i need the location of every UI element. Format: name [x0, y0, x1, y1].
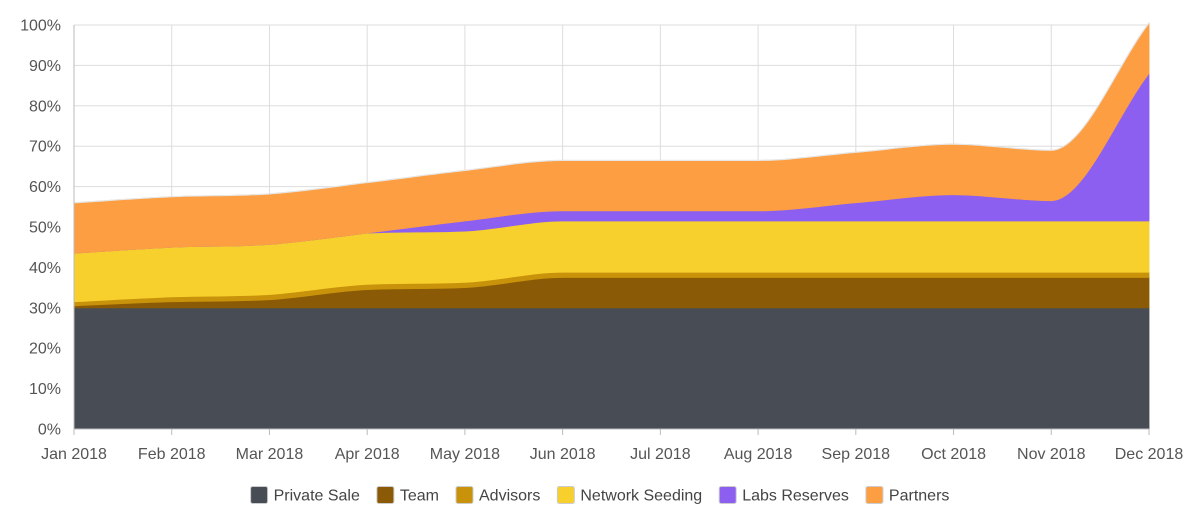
- y-tick-label: 20%: [29, 341, 61, 358]
- y-tick-label: 10%: [29, 381, 61, 398]
- legend-swatch: [250, 486, 269, 504]
- legend-item-labs-reserves[interactable]: Labs Reserves: [718, 486, 849, 505]
- legend: Private Sale Team Advisors Network Seeding L…: [250, 486, 949, 505]
- area-private-sale[interactable]: [73, 307, 1150, 430]
- legend-label: Labs Reserves: [742, 488, 849, 505]
- legend-label: Advisors: [479, 488, 540, 505]
- legend-swatch: [556, 486, 575, 504]
- x-tick-label: Sep 2018: [822, 446, 891, 463]
- legend-label: Private Sale: [274, 488, 360, 505]
- x-tick-label: Jul 2018: [630, 446, 691, 463]
- x-tick-label: Mar 2018: [236, 446, 304, 463]
- legend-swatch: [718, 486, 737, 504]
- areas: [73, 22, 1150, 430]
- axes: 0% 10% 20% 30% 40% 50% 60% 70% 80% 90% 100% Jan 201…: [20, 18, 1183, 464]
- legend-item-network-seeding[interactable]: Network Seeding: [556, 486, 702, 505]
- x-tick-label: Oct 2018: [921, 446, 986, 463]
- legend-label: Team: [400, 488, 439, 505]
- legend-label: Network Seeding: [580, 488, 702, 505]
- x-tick-label: Jan 2018: [41, 446, 107, 463]
- y-tick-label: 30%: [29, 300, 61, 317]
- x-tick-label: Jun 2018: [530, 446, 596, 463]
- y-tick-label: 90%: [29, 58, 61, 75]
- legend-swatch: [376, 486, 395, 504]
- x-tick-label: Aug 2018: [724, 446, 793, 463]
- legend-label: Partners: [889, 488, 949, 505]
- y-tick-label: 50%: [29, 220, 61, 237]
- legend-item-private-sale[interactable]: Private Sale: [250, 486, 360, 505]
- y-tick-label: 80%: [29, 98, 61, 115]
- x-tick-label: Nov 2018: [1017, 446, 1086, 463]
- x-tick-label: May 2018: [430, 446, 500, 463]
- x-tick-label: Apr 2018: [335, 446, 400, 463]
- y-tick-label: 0%: [38, 422, 61, 439]
- legend-item-partners[interactable]: Partners: [865, 486, 949, 505]
- x-tick-label: Feb 2018: [138, 446, 206, 463]
- y-tick-label: 70%: [29, 139, 61, 156]
- y-tick-label: 100%: [20, 18, 61, 35]
- legend-item-advisors[interactable]: Advisors: [455, 486, 540, 505]
- y-tick-label: 40%: [29, 260, 61, 277]
- y-tick-label: 60%: [29, 179, 61, 196]
- top-outline: [73, 22, 1150, 204]
- x-tick-label: Dec 2018: [1115, 446, 1184, 463]
- legend-swatch: [455, 486, 474, 504]
- legend-item-team[interactable]: Team: [376, 486, 439, 505]
- legend-swatch: [865, 486, 884, 504]
